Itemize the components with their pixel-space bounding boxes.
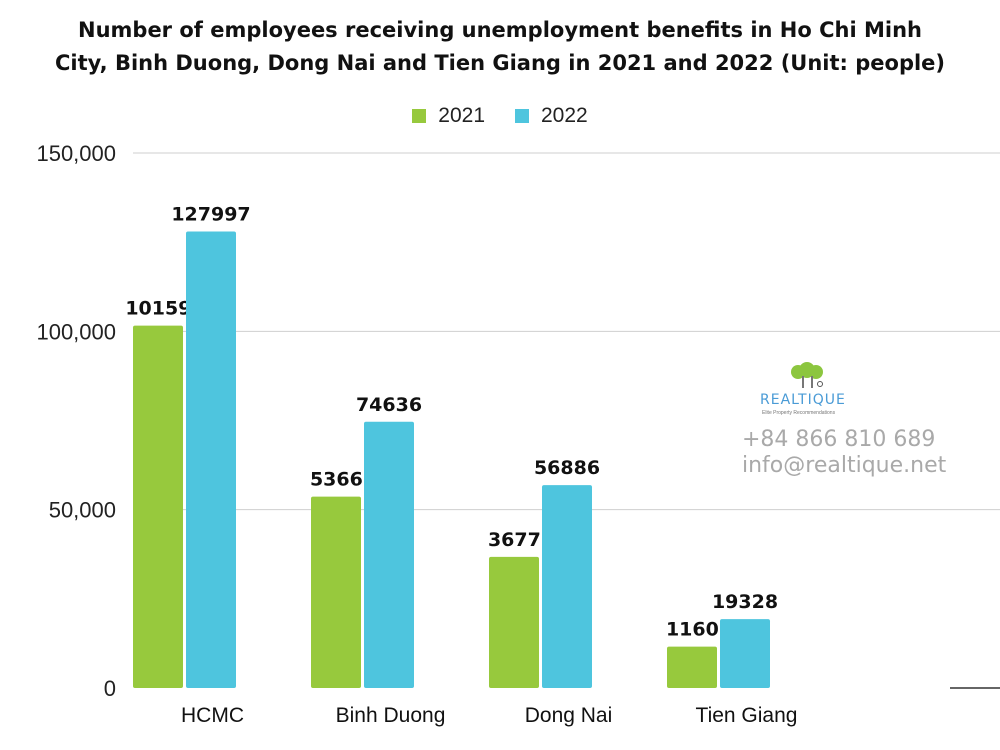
logo-brand-text: REALTIQUE bbox=[760, 392, 846, 408]
bar-2022-tien-giang bbox=[720, 619, 770, 688]
data-label: 53663 bbox=[310, 469, 376, 491]
x-tick-label: Dong Nai bbox=[525, 704, 613, 727]
data-label: 101596 bbox=[125, 298, 204, 320]
contact-email: info@realtique.net bbox=[742, 453, 947, 478]
tree-logo-icon bbox=[791, 362, 823, 388]
bar-2022-dong-nai bbox=[542, 485, 592, 688]
bar-2022-hcmc bbox=[186, 231, 236, 689]
legend-swatch-2021 bbox=[412, 109, 427, 123]
chart-title-line-1: Number of employees receiving unemployme… bbox=[78, 18, 922, 42]
data-label: 127997 bbox=[171, 203, 250, 225]
data-label: 36773 bbox=[488, 529, 554, 551]
y-tick-label: 0 bbox=[104, 676, 116, 701]
logo-tagline: Elite Property Recommendations bbox=[762, 410, 836, 416]
bar-2021-tien-giang bbox=[667, 646, 717, 688]
legend-label-2021: 2021 bbox=[438, 104, 485, 127]
contact-phone: +84 866 810 689 bbox=[742, 427, 936, 452]
chart-title-line-2: City, Binh Duong, Dong Nai and Tien Gian… bbox=[54, 51, 946, 75]
legend-item-2022: 2022 bbox=[515, 104, 588, 128]
bar-2021-hcmc bbox=[133, 325, 183, 688]
legend: 2021 2022 bbox=[0, 104, 1000, 128]
contact-info: +84 866 810 689 info@realtique.net bbox=[742, 427, 946, 479]
bar-2021-dong-nai bbox=[489, 556, 539, 688]
y-tick-label: 150,000 bbox=[36, 141, 116, 166]
x-tick-label: HCMC bbox=[181, 704, 244, 727]
x-tick-label: Binh Duong bbox=[336, 704, 446, 727]
y-tick-label: 50,000 bbox=[49, 498, 116, 523]
bar-2021-binh-duong bbox=[311, 496, 361, 688]
legend-swatch-2022 bbox=[515, 109, 529, 123]
legend-label-2022: 2022 bbox=[541, 104, 588, 127]
data-label: 74636 bbox=[356, 394, 422, 416]
y-tick-label: 100,000 bbox=[36, 319, 116, 344]
data-label: 56886 bbox=[534, 457, 600, 479]
chart-title: Number of employees receiving unemployme… bbox=[0, 14, 1000, 80]
data-label: 19328 bbox=[712, 591, 778, 613]
realtique-logo bbox=[760, 362, 860, 410]
x-tick-label: Tien Giang bbox=[696, 704, 798, 727]
legend-item-2021: 2021 bbox=[412, 104, 485, 128]
bar-2022-binh-duong bbox=[364, 421, 414, 688]
data-label: 11608 bbox=[666, 619, 732, 641]
